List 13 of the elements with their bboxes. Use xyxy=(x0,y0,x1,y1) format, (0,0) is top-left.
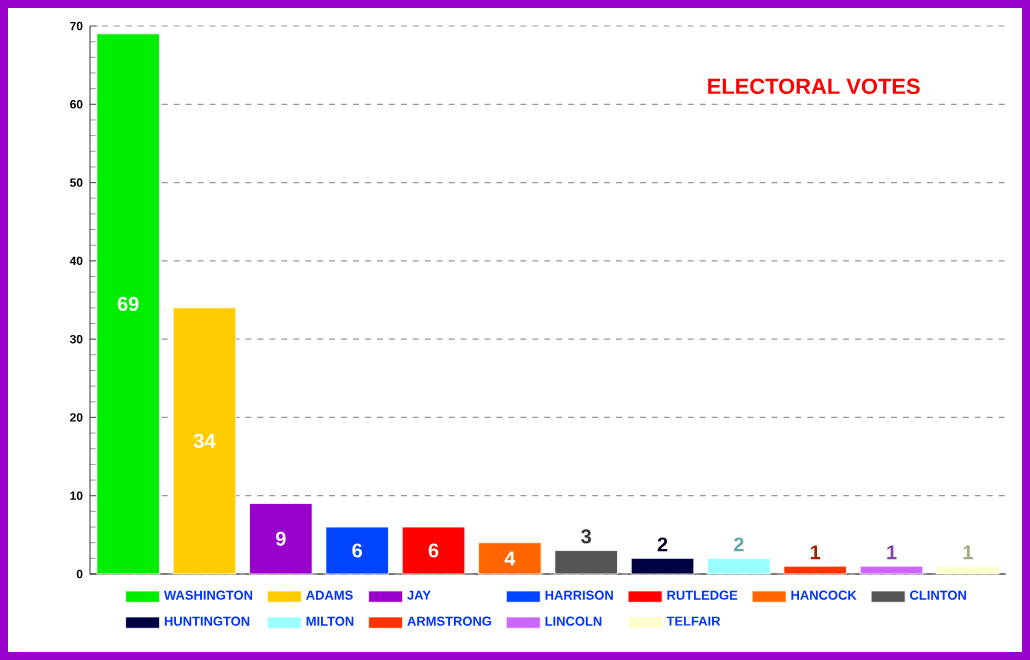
data-label: 34 xyxy=(193,433,216,448)
data-label: 6 xyxy=(428,543,439,558)
text: ELECTORAL VOTES xyxy=(708,78,920,95)
data-label: 2 xyxy=(734,537,744,552)
data-label: 9 xyxy=(275,531,286,546)
data-label: 6 xyxy=(352,543,363,558)
data-label: 3 xyxy=(581,529,592,544)
data-label: 69 xyxy=(117,296,139,311)
data-label: 1 xyxy=(810,545,821,560)
data-label: 2 xyxy=(657,537,668,552)
data-label: 1 xyxy=(887,545,897,560)
data-label: 1 xyxy=(963,545,973,560)
data-label: 4 xyxy=(504,551,516,566)
